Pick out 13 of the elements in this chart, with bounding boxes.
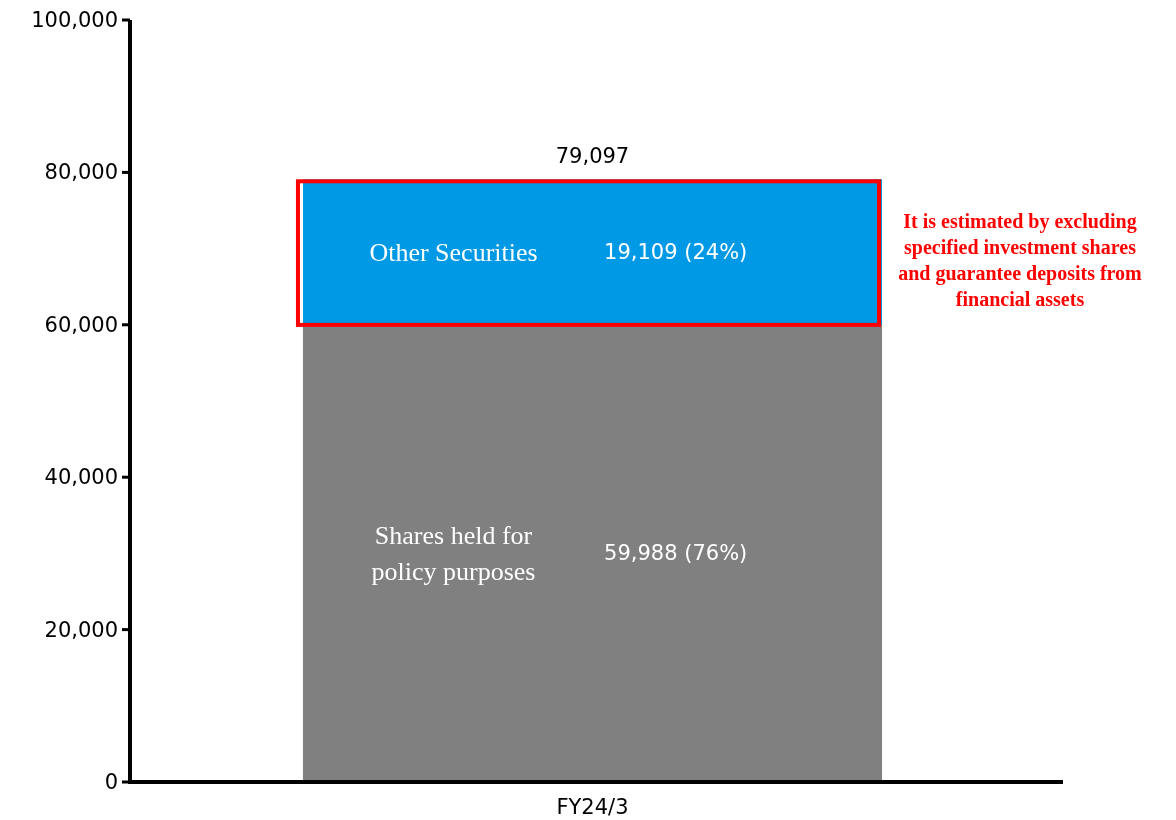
data-label: 59,988 (76%) xyxy=(604,541,748,566)
y-tick-label: 60,000 xyxy=(44,312,118,337)
x-tick-label: FY24/3 xyxy=(556,795,629,819)
y-tick-label: 80,000 xyxy=(44,160,118,185)
y-tick-label: 20,000 xyxy=(44,617,118,642)
y-tick-label: 0 xyxy=(104,770,118,794)
y-tick-label: 40,000 xyxy=(44,465,118,490)
y-tick-label: 100,000 xyxy=(31,8,118,32)
data-label: 19,109 (24%) xyxy=(604,240,748,265)
series-label: Other Securities xyxy=(369,238,538,268)
text: It is estimated by excluding specified investment shares and guarantee deposits from financial assets xyxy=(898,210,1143,310)
total-label: 79,097 xyxy=(555,144,630,169)
series-label: Shares held for policy purposes xyxy=(371,521,536,587)
